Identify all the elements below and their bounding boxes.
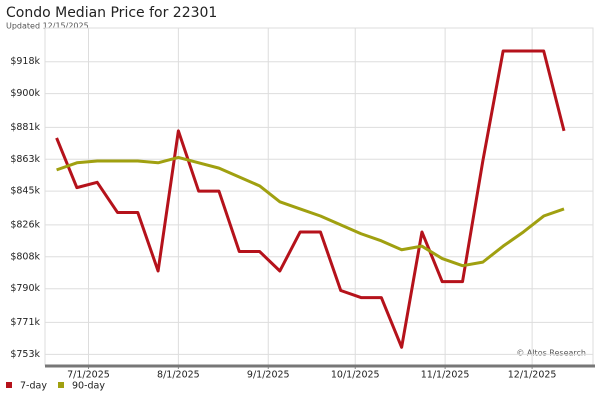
y-tick-label: $863k: [10, 154, 40, 165]
series-line: [55, 49, 566, 349]
annotation: © Altos Research: [516, 349, 586, 358]
chart-title: Condo Median Price for 22301: [6, 5, 217, 21]
x-tick-label: 9/1/2025: [247, 370, 290, 381]
legend-swatch: [6, 382, 12, 388]
chart-subtitle: Updated 12/15/2025: [6, 22, 89, 31]
legend-swatch: [58, 382, 64, 388]
series-line: [56, 155, 565, 268]
x-tick-label: 7/1/2025: [67, 370, 110, 381]
y-tick-label: $790k: [10, 283, 40, 294]
y-tick-label: $881k: [10, 122, 40, 133]
legend-label: 90-day: [72, 381, 105, 392]
x-tick-label: 8/1/2025: [157, 370, 200, 381]
x-tick-label: 10/1/2025: [331, 370, 380, 381]
y-tick-label: $753k: [10, 349, 40, 360]
x-tick-label: 11/1/2025: [421, 370, 470, 381]
y-tick-label: $808k: [10, 251, 40, 262]
y-tick-label: $845k: [10, 186, 40, 197]
legend-label: 7-day: [20, 381, 47, 392]
y-tick-label: $826k: [10, 219, 40, 230]
y-tick-label: $771k: [10, 317, 40, 328]
y-tick-label: $918k: [10, 56, 40, 67]
x-tick-label: 12/1/2025: [508, 370, 557, 381]
plot-area: [44, 27, 594, 366]
y-tick-label: $900k: [10, 88, 40, 99]
